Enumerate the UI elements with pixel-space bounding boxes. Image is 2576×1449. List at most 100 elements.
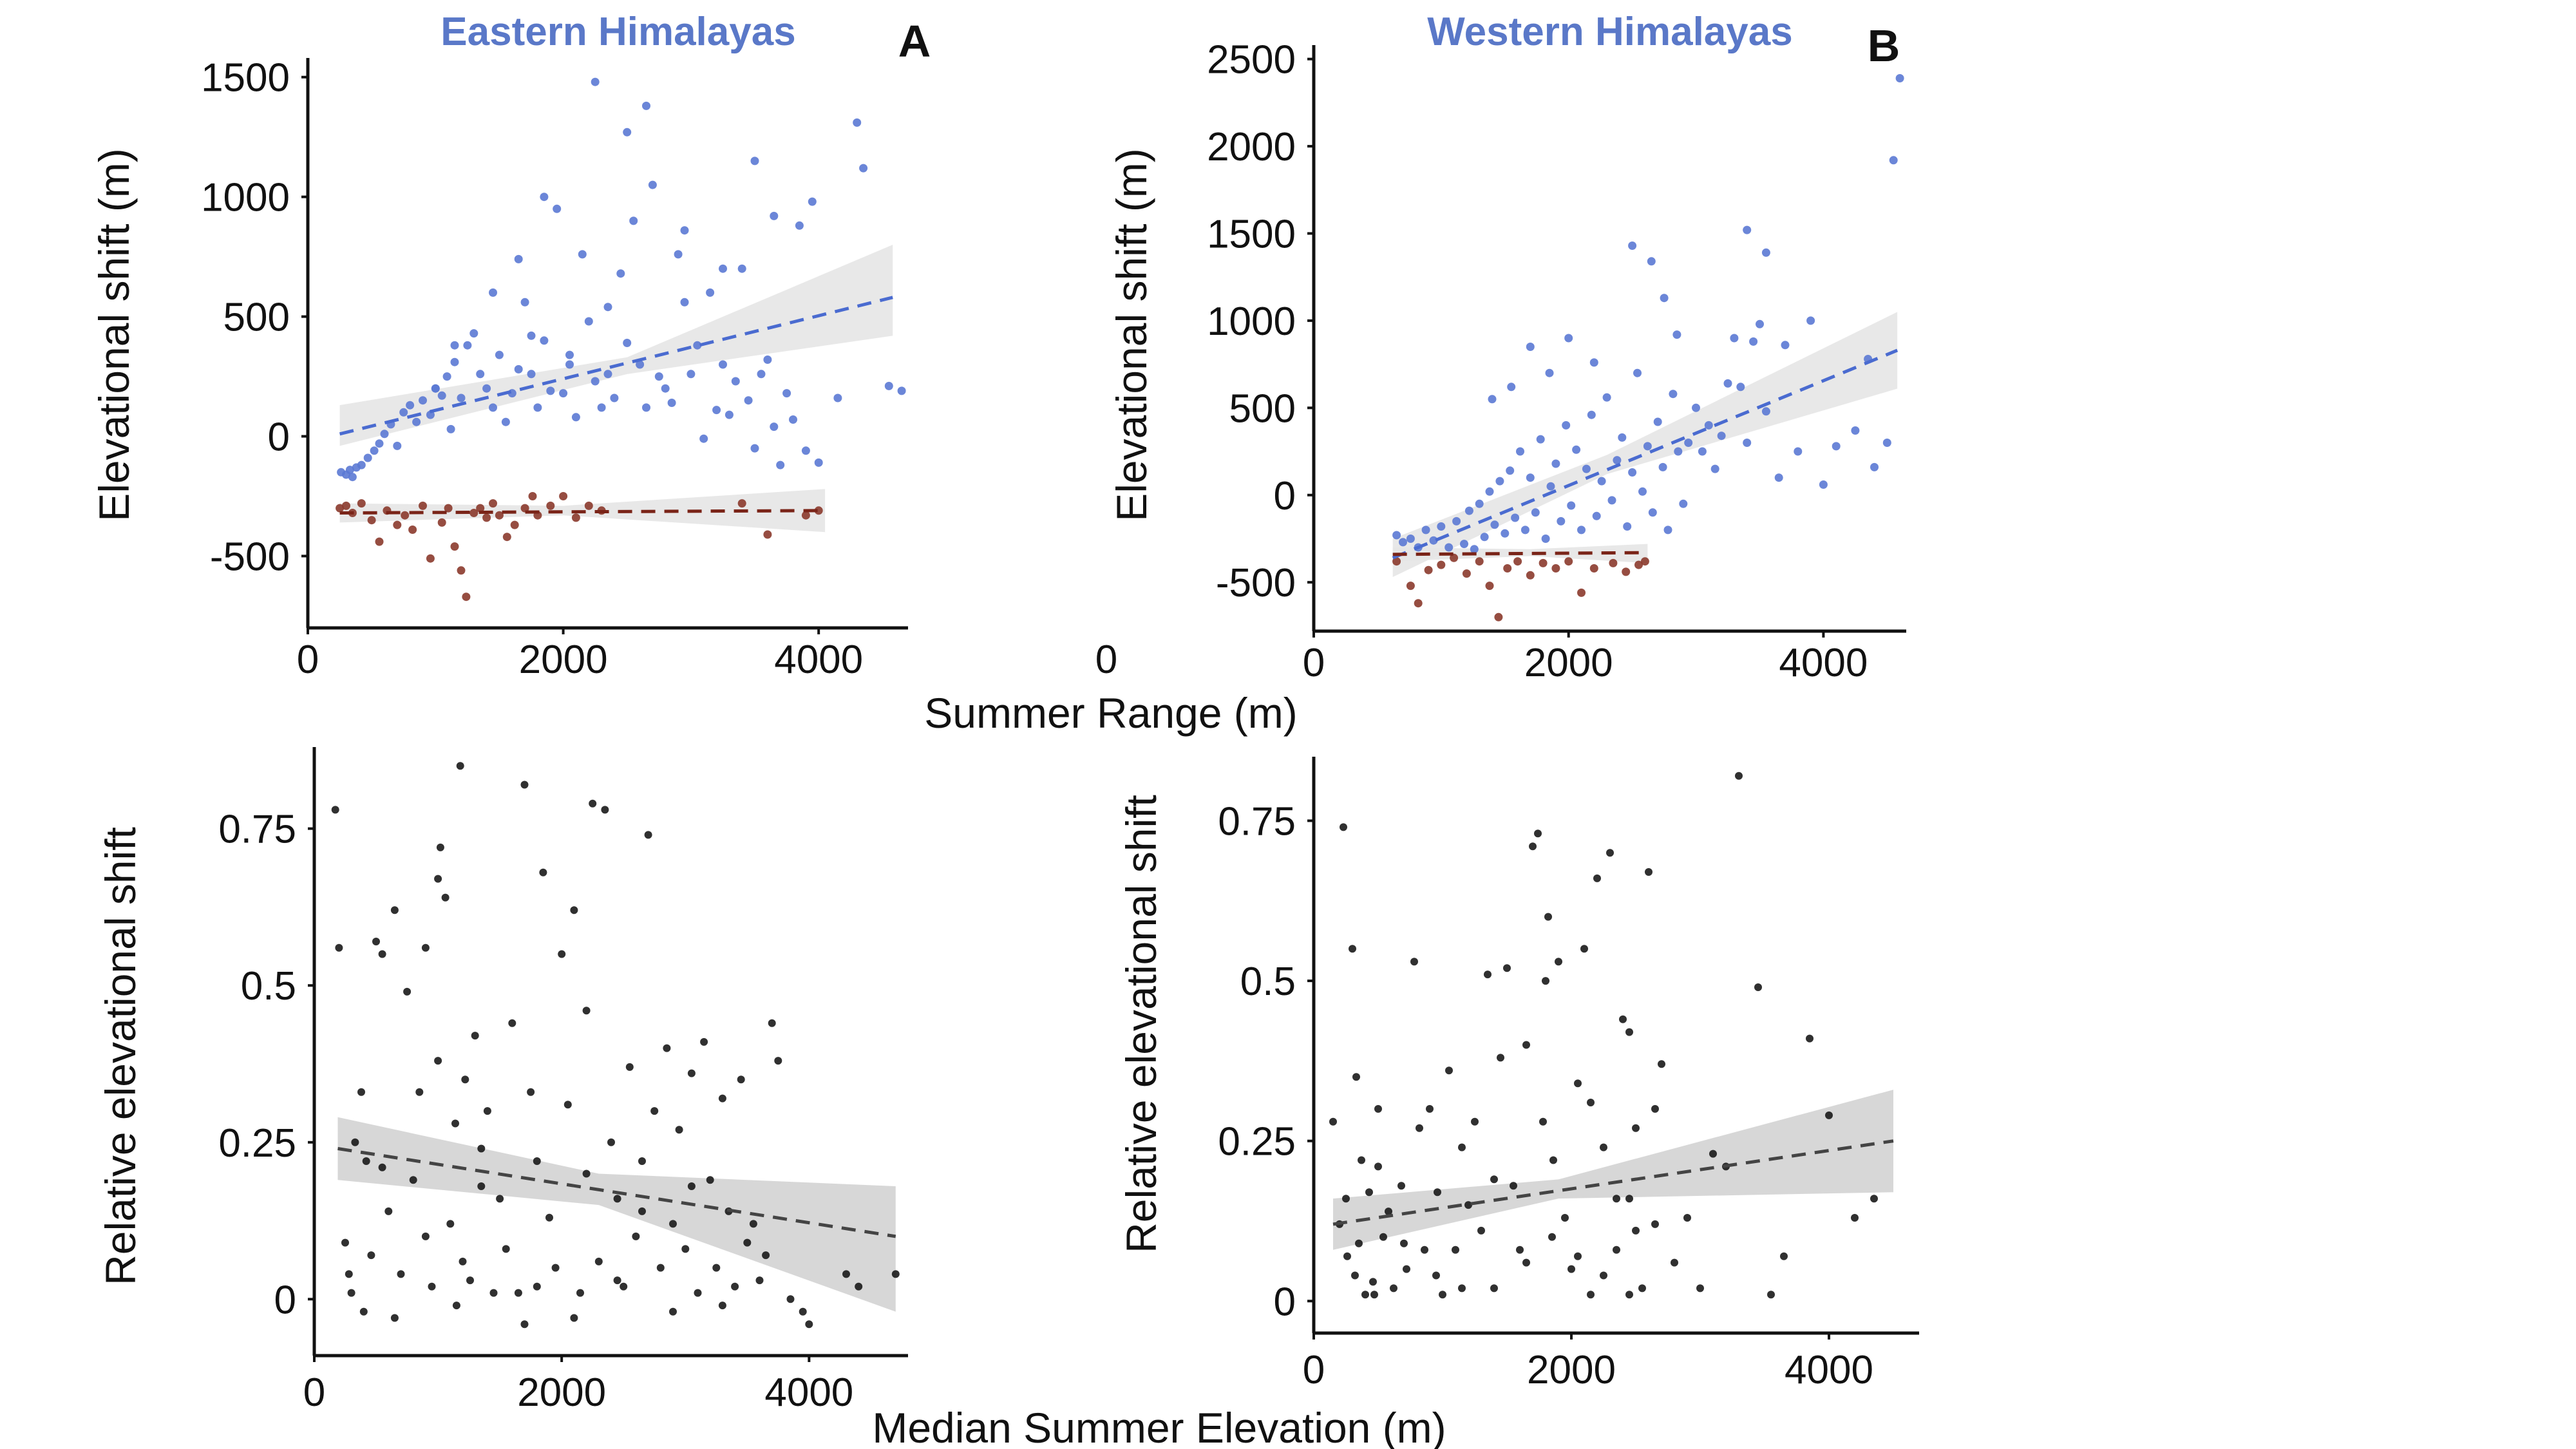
- y-tick-label: 500: [1229, 386, 1296, 431]
- data-point-upslope-49: [1663, 526, 1672, 535]
- data-point-relative_points-29: [1490, 1284, 1498, 1293]
- data-point-downslope-8: [401, 511, 410, 520]
- trend-line-upslope_trend: [1392, 348, 1899, 560]
- data-point-downslope-10: [419, 501, 427, 510]
- data-point-relative_points-7: [362, 1157, 370, 1165]
- data-point-relative_points-56: [644, 831, 652, 839]
- data-point-upslope-95: [680, 226, 689, 235]
- data-point-relative_points-44: [570, 906, 578, 914]
- data-point-upslope-62: [712, 406, 721, 415]
- data-point-relative_points-50: [1619, 1015, 1627, 1023]
- data-point-relative_points-46: [1593, 874, 1601, 882]
- data-point-upslope-24: [1536, 435, 1545, 444]
- data-point-downslope-16: [457, 566, 466, 575]
- data-point-upslope-89: [1723, 379, 1732, 388]
- data-point-upslope-7: [370, 446, 379, 455]
- data-point-relative_points-19: [434, 875, 442, 883]
- data-point-upslope-53: [654, 372, 663, 381]
- data-point-upslope-41: [1623, 522, 1632, 531]
- data-point-relative_points-48: [1606, 849, 1614, 857]
- data-point-upslope-67: [1794, 447, 1803, 456]
- data-point-upslope-29: [1562, 421, 1571, 430]
- data-point-relative_points-35: [514, 1289, 522, 1297]
- data-point-upslope-9: [380, 430, 389, 439]
- data-point-relative_points-24: [456, 762, 464, 770]
- data-point-relative_points-18: [1421, 1245, 1428, 1254]
- data-point-upslope-63: [1756, 319, 1764, 328]
- data-point-upslope-87: [1564, 334, 1573, 343]
- x-axis-title-median-elevation: Median Summer Elevation (m): [872, 1404, 1446, 1449]
- data-point-downslope-35: [801, 511, 810, 520]
- data-point-relative_points-9: [372, 938, 380, 945]
- data-point-upslope-67: [744, 396, 753, 405]
- data-point-relative_points-96: [687, 1182, 696, 1190]
- y-tick-label: -500: [1216, 561, 1296, 605]
- data-point-upslope-58: [1717, 431, 1726, 440]
- data-point-relative_points-73: [1400, 1239, 1408, 1247]
- data-point-relative_points-43: [1574, 1079, 1582, 1088]
- data-point-upslope-8: [1452, 516, 1461, 526]
- y-tick-label: 0.75: [1218, 799, 1296, 844]
- data-point-downslope-15: [1564, 557, 1573, 566]
- data-point-upslope-18: [437, 391, 446, 400]
- x-tick-label: 0: [297, 638, 319, 682]
- data-point-relative_points-51: [613, 1195, 621, 1203]
- data-point-upslope-16: [426, 410, 435, 419]
- data-point-relative_points-3: [345, 1270, 353, 1278]
- data-point-relative_points-2: [1340, 823, 1347, 831]
- data-point-relative_points-33: [502, 1245, 510, 1253]
- data-point-relative_points-47: [1600, 1143, 1607, 1151]
- data-point-upslope-80: [1647, 257, 1656, 266]
- data-point-upslope-75: [1889, 156, 1898, 165]
- data-point-upslope-33: [527, 370, 536, 379]
- data-point-relative_points-44: [1580, 945, 1588, 953]
- data-point-upslope-7: [1444, 543, 1454, 552]
- data-point-relative_points-2: [341, 1238, 349, 1247]
- data-point-upslope-3: [348, 473, 357, 482]
- data-point-relative_points-30: [1497, 1054, 1504, 1062]
- data-point-upslope-35: [540, 336, 549, 345]
- data-point-upslope-74: [1882, 439, 1891, 447]
- data-point-upslope-12: [399, 408, 408, 417]
- data-point-upslope-29: [501, 417, 510, 426]
- data-point-relative_points-4: [347, 1289, 355, 1297]
- data-point-relative_points-65: [700, 1037, 708, 1046]
- data-point-relative_points-6: [357, 1088, 365, 1096]
- data-point-relative_points-93: [533, 1157, 541, 1165]
- data-point-relative_points-16: [415, 1088, 424, 1096]
- data-point-downslope-5: [375, 537, 384, 546]
- data-point-relative_points-10: [378, 950, 386, 958]
- data-point-upslope-44: [597, 403, 606, 412]
- data-point-downslope-18: [1609, 558, 1618, 567]
- data-point-upslope-63: [719, 360, 727, 369]
- data-point-upslope-70: [763, 355, 772, 364]
- data-point-downslope-16: [1577, 588, 1586, 597]
- data-point-upslope-49: [629, 216, 638, 225]
- data-point-downslope-21: [1640, 557, 1649, 566]
- data-point-upslope-74: [789, 415, 797, 424]
- data-point-upslope-30: [1567, 501, 1576, 510]
- data-point-upslope-2: [1406, 535, 1415, 543]
- data-point-relative_points-28: [1484, 971, 1492, 979]
- data-point-upslope-27: [489, 403, 497, 412]
- data-point-downslope-1: [1406, 582, 1415, 591]
- data-point-relative_points-98: [378, 1163, 386, 1171]
- data-point-relative_points-13: [1390, 1284, 1397, 1293]
- data-point-upslope-56: [674, 250, 683, 259]
- data-point-relative_points-70: [731, 1282, 739, 1291]
- data-point-upslope-39: [1613, 456, 1622, 465]
- data-point-relative_points-82: [359, 1307, 368, 1316]
- data-point-upslope-54: [661, 384, 670, 393]
- data-point-relative_points-39: [1549, 1156, 1557, 1164]
- data-point-relative_points-31: [1503, 964, 1511, 972]
- data-point-relative_points-25: [459, 1257, 467, 1265]
- data-point-upslope-52: [648, 180, 657, 189]
- x-tick-label: 4000: [764, 1370, 853, 1415]
- data-point-relative_points-60: [1709, 1150, 1717, 1158]
- data-point-upslope-36: [1597, 477, 1606, 486]
- data-point-relative_points-86: [1587, 1099, 1595, 1106]
- data-point-relative_points-90: [718, 1302, 726, 1310]
- data-point-upslope-20: [1516, 447, 1524, 456]
- data-point-upslope-62: [1749, 337, 1758, 346]
- data-point-upslope-94: [603, 303, 612, 312]
